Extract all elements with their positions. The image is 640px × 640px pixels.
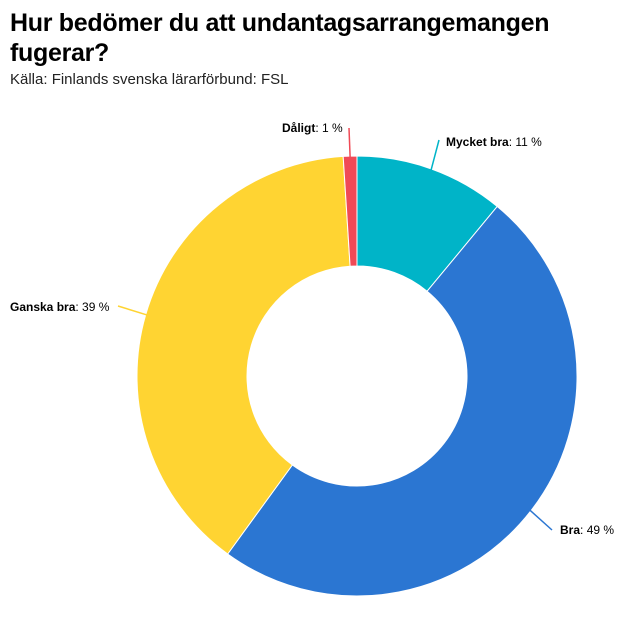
label-value-daligt: 1 % <box>322 121 343 135</box>
label-value-mycket-bra: 11 % <box>515 135 542 149</box>
label-name-bra: Bra <box>560 523 580 537</box>
label-daligt: Dåligt: 1 % <box>282 121 343 135</box>
slice-ganska-bra[interactable] <box>136 155 351 555</box>
leader-line-mycket-bra <box>430 139 440 172</box>
label-bra: Bra: 49 % <box>560 523 614 537</box>
label-name-daligt: Dåligt <box>282 121 315 135</box>
label-ganska-bra: Ganska bra: 39 % <box>10 300 110 314</box>
label-mycket-bra: Mycket bra: 11 % <box>446 135 542 149</box>
leader-line-ganska-bra <box>117 305 148 316</box>
slice-daligt[interactable] <box>342 155 358 267</box>
label-name-ganska-bra: Ganska bra <box>10 300 76 314</box>
slice-labels: Mycket bra: 11 % Bra: 49 % Ganska bra: 39 … <box>10 121 614 537</box>
slice-bra[interactable] <box>226 205 578 597</box>
chart-title: Hur bedömer du att undantagsarrangemange… <box>10 9 550 67</box>
label-leader-lines <box>117 127 553 531</box>
label-name-mycket-bra: Mycket bra <box>446 135 509 149</box>
donut-slices <box>136 155 578 597</box>
chart-header: Hur bedömer du att undantagsarrangemange… <box>10 8 630 90</box>
label-value-bra: 49 % <box>587 523 615 537</box>
leader-line-bra <box>528 509 553 531</box>
chart-source: Källa: Finlands svenska lärarförbund: FS… <box>10 71 289 88</box>
label-value-ganska-bra: 39 % <box>82 300 110 314</box>
leader-line-daligt <box>348 127 351 159</box>
